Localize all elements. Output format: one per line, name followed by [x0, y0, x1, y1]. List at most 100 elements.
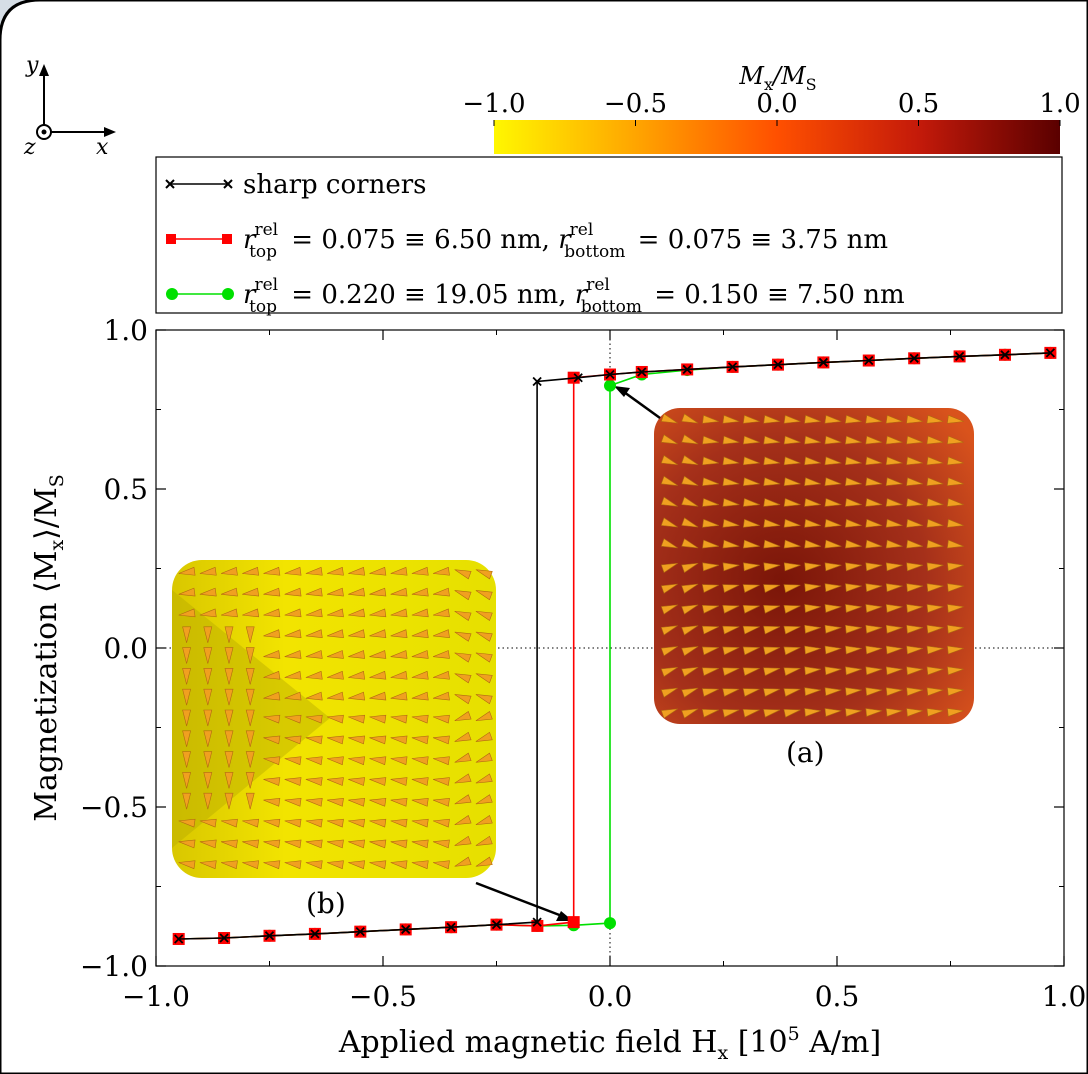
spin-arrow	[284, 735, 302, 745]
colorbar-tick-label: 1.0	[1039, 89, 1080, 119]
spin-arrow	[263, 587, 281, 597]
spin-arrow	[245, 751, 255, 768]
spin-arrow	[885, 583, 903, 593]
spin-arrow	[763, 688, 781, 697]
spin-arrow	[220, 818, 238, 828]
spin-arrow	[390, 670, 408, 680]
spin-arrow	[824, 456, 842, 466]
spin-arrow	[865, 456, 883, 466]
spin-arrow	[824, 624, 842, 634]
spin-arrow	[203, 647, 213, 664]
y-tick-label: 1.0	[103, 314, 148, 347]
spin-arrow	[804, 539, 822, 549]
spin-arrow	[681, 517, 699, 528]
spin-arrow	[390, 756, 408, 766]
spin-arrow	[824, 687, 842, 697]
spin-arrow	[906, 414, 924, 424]
spin-arrow	[390, 860, 408, 870]
spin-arrow	[475, 835, 493, 846]
spin-arrow	[432, 587, 450, 597]
spin-arrow	[411, 566, 429, 576]
spin-arrow	[742, 584, 760, 593]
x-tick-label: 1.0	[1042, 980, 1087, 1013]
spin-arrow	[722, 498, 740, 507]
spin-arrow	[885, 518, 903, 528]
spin-arrow	[947, 562, 964, 572]
spin-arrow	[475, 610, 493, 621]
spin-arrow	[701, 667, 719, 677]
legend-entry-red: rrel top = 0.075 ≡ 6.50 nm, rrel bottom = …	[166, 220, 888, 262]
colorbar-label: Mx/MS	[738, 62, 816, 94]
spin-arrow	[824, 477, 842, 486]
spin-arrow	[390, 839, 408, 849]
spin-arrow	[865, 498, 883, 507]
spin-arrow	[885, 414, 903, 424]
spin-arrow	[783, 477, 801, 486]
spin-arrow	[824, 708, 842, 717]
spin-arrow	[865, 708, 883, 717]
spin-arrow	[203, 792, 213, 810]
spin-arrow	[305, 566, 323, 576]
spin-arrow	[178, 587, 196, 597]
spin-arrow	[660, 583, 678, 594]
spin-arrow	[326, 860, 344, 870]
data-point	[446, 922, 456, 932]
spin-arrow	[824, 645, 842, 655]
spin-arrow	[845, 624, 862, 634]
spin-arrow	[906, 456, 924, 466]
spin-arrow	[865, 687, 883, 697]
spin-arrow	[722, 562, 740, 572]
axis-x-label: x	[96, 135, 109, 160]
y-tick-label: 0.0	[103, 632, 148, 665]
spin-arrow	[411, 777, 429, 786]
spin-arrow	[742, 688, 760, 697]
spin-arrow	[824, 518, 842, 528]
spin-arrow	[284, 714, 302, 724]
spin-arrow	[348, 650, 366, 659]
spin-arrow	[722, 414, 740, 424]
spin-arrow	[885, 604, 903, 613]
spin-arrow	[844, 456, 862, 466]
spin-arrow	[906, 583, 924, 593]
axis-y-label: y	[25, 53, 39, 78]
spin-arrow	[783, 625, 801, 635]
spin-arrow	[390, 608, 408, 618]
y-tick-label: 0.5	[103, 473, 148, 506]
spin-arrow	[369, 714, 387, 724]
spin-arrow	[432, 735, 450, 745]
spin-arrow	[804, 498, 822, 507]
spin-arrow	[369, 777, 387, 786]
spin-arrow	[865, 666, 883, 676]
spin-arrow	[224, 751, 234, 768]
spin-arrow	[348, 587, 366, 597]
inset-b-label: (b)	[306, 887, 346, 920]
spin-arrow	[946, 477, 964, 486]
spin-arrow	[926, 435, 944, 445]
spin-arrow	[411, 608, 429, 618]
spin-arrow	[203, 730, 213, 747]
spin-arrow	[947, 666, 964, 676]
spin-arrow	[203, 751, 213, 768]
y-axis-title: Magnetization ⟨Mx⟩/MS	[29, 474, 68, 822]
spin-arrow	[454, 752, 472, 763]
spin-arrow	[660, 517, 678, 528]
spin-arrow	[182, 688, 191, 706]
spin-arrow	[701, 709, 719, 718]
spin-arrow	[305, 608, 323, 618]
spin-arrow	[783, 539, 801, 549]
spin-arrow	[348, 629, 366, 638]
spin-arrow	[284, 566, 302, 576]
spin-arrow	[348, 735, 366, 745]
spin-arrow	[742, 539, 760, 549]
spin-arrow	[885, 539, 903, 549]
spin-arrow	[369, 798, 387, 807]
spin-arrow	[804, 477, 822, 486]
spin-arrow	[783, 562, 801, 572]
spin-arrow	[245, 668, 255, 685]
spin-arrow	[242, 839, 260, 849]
spin-arrow	[885, 687, 903, 697]
spin-arrow	[203, 772, 213, 789]
spin-arrow	[263, 839, 281, 849]
spin-arrow	[844, 498, 862, 507]
spin-arrow	[926, 562, 944, 572]
